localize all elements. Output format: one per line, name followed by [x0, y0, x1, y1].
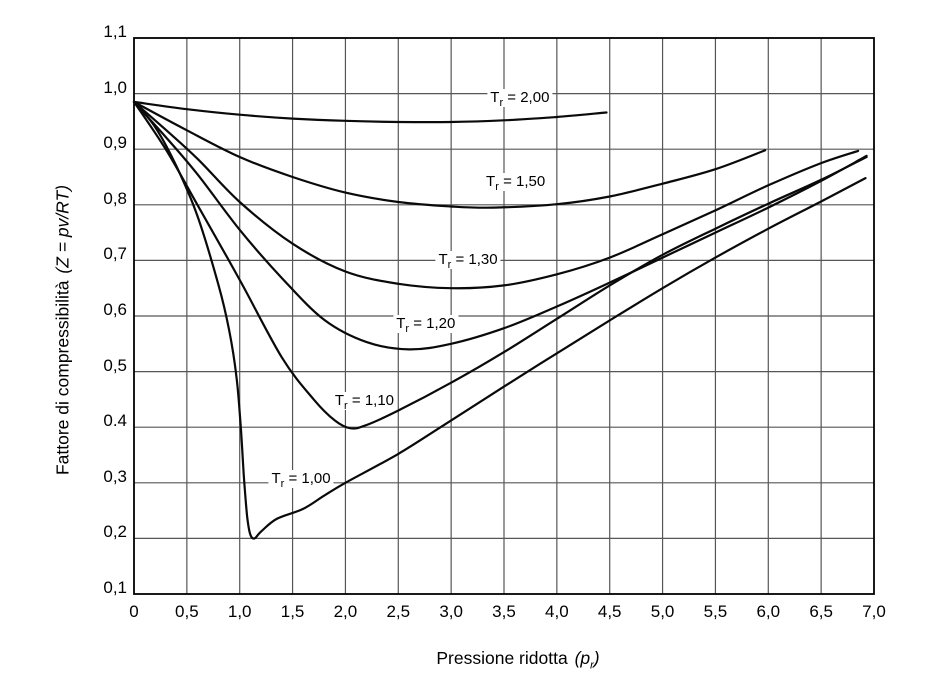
- x-tick-label: 4,0: [545, 602, 569, 621]
- curve-label-tr-1-20: Tr = 1,20: [393, 314, 459, 334]
- x-tick-label: 2,5: [386, 602, 411, 621]
- y-tick-label: 0,3: [103, 466, 127, 486]
- y-tick-label: 0,8: [103, 188, 127, 208]
- y-axis-title-text: Fattore di compressibilità: [52, 280, 73, 476]
- y-tick-label: 0,7: [103, 244, 127, 264]
- plot-border: [133, 37, 875, 595]
- curve-label-tr-2-00: Tr = 2,00: [487, 89, 553, 109]
- x-tick-label: 1,5: [280, 602, 305, 621]
- y-axis-title-formula: (Z = pv/RT): [52, 184, 73, 274]
- x-tick-label: 6,5: [809, 602, 833, 621]
- curve-tr-1-30: [132, 100, 860, 290]
- x-tick-label: 5,5: [703, 602, 728, 621]
- curve-tr-1-50: [132, 100, 767, 209]
- y-tick-label: 0.4: [103, 411, 127, 431]
- y-tick-label: 0,2: [103, 522, 127, 542]
- x-tick-label: 3,5: [492, 602, 516, 621]
- curve-label-tr-1-10: Tr = 1,10: [331, 392, 398, 412]
- curve-label-tr-1-00: Tr = 1,00: [268, 469, 334, 489]
- x-tick-label: 3,0: [439, 602, 463, 621]
- y-tick-label: 1,0: [103, 77, 127, 97]
- x-tick-label: 5,0: [650, 602, 675, 621]
- x-tick-label: 7,0: [862, 602, 886, 621]
- curve-tr-1-10: [132, 100, 868, 430]
- y-tick-label: 1,1: [103, 22, 127, 41]
- x-tick-label: 2,0: [333, 602, 358, 621]
- curve-tr-2-00: [132, 100, 608, 124]
- x-axis-title-symbol: (pr): [574, 648, 600, 672]
- y-tick-label: 0,1: [103, 578, 127, 597]
- curve-label-tr-1-30: Tr = 1,30: [435, 250, 501, 270]
- y-tick-label: 0,5: [103, 355, 127, 375]
- x-tick-label: 6,0: [756, 602, 781, 621]
- curve-label-tr-1-50: Tr = 1,50: [483, 173, 549, 193]
- x-tick-label: 0: [129, 602, 139, 621]
- x-axis-title: Pressione ridotta (pr): [436, 648, 600, 672]
- y-axis-title: Fattore di compressibilità (Z = pv/RT): [53, 185, 74, 475]
- x-tick-label: 1,0: [227, 602, 252, 621]
- y-tick-label: 0,6: [103, 300, 127, 319]
- curve-tr-1-20: [132, 100, 868, 351]
- x-tick-label: 4,5: [597, 602, 622, 621]
- y-tick-label: 0,9: [103, 133, 127, 153]
- curve-tr-1-00: [132, 100, 867, 540]
- x-tick-label: 0,5: [175, 602, 199, 621]
- x-axis-title-text: Pressione ridotta: [436, 648, 568, 668]
